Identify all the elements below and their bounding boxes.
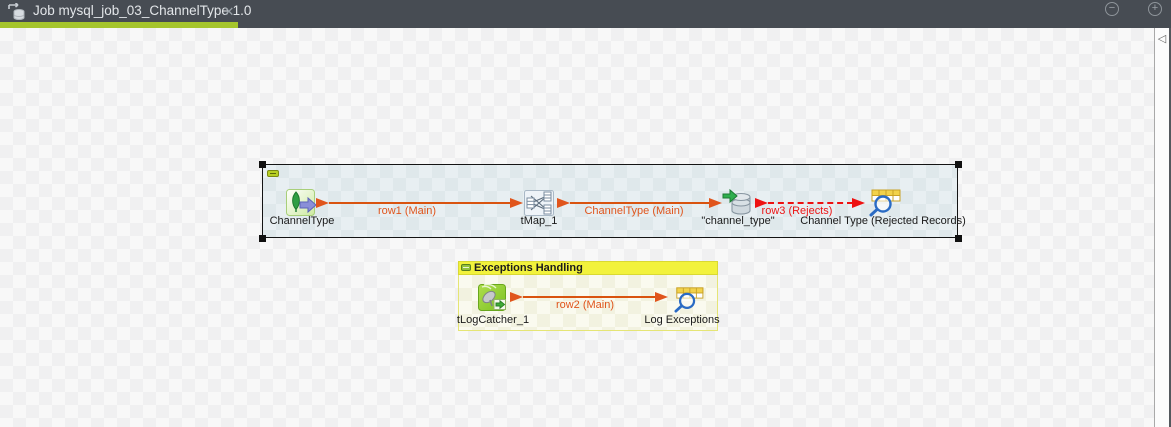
- db-output-icon: [722, 188, 751, 215]
- component-label[interactable]: Log Exceptions: [644, 314, 720, 326]
- component-label[interactable]: Channel Type (Rejected Records): [800, 215, 966, 227]
- window-right-edge: [1169, 28, 1171, 427]
- exceptions-title: Exceptions Handling: [474, 262, 583, 274]
- component-log-exceptions[interactable]: [671, 286, 705, 318]
- active-tab-underline: [0, 22, 238, 28]
- subjob-main-flow[interactable]: [262, 164, 958, 238]
- logrow-icon: [869, 189, 901, 217]
- connection-row2-label[interactable]: row2 (Main): [555, 299, 615, 311]
- connection-arrowhead: [510, 198, 523, 208]
- maximize-view-icon[interactable]: +: [1148, 2, 1162, 16]
- palette-expand-icon[interactable]: ◁: [1157, 33, 1167, 45]
- component-label[interactable]: ChannelType: [269, 215, 335, 227]
- component-channeltype-input[interactable]: [286, 189, 318, 222]
- selection-handle-top-left[interactable]: [259, 161, 266, 168]
- subjob-exceptions-header[interactable]: [458, 261, 718, 275]
- connection-arrowhead: [655, 292, 668, 302]
- component-rejected-records-logrow[interactable]: [866, 188, 902, 222]
- connection-arrow: [510, 292, 523, 302]
- tmap-icon: [524, 190, 554, 216]
- editor-tab-bar: Job mysql_job_03_ChannelType 1.0 ✕ − +: [0, 0, 1171, 28]
- connection-arrow: [316, 198, 329, 208]
- job-icon: [7, 2, 29, 26]
- subjob-collapse-icon[interactable]: [267, 170, 279, 177]
- selection-handle-bottom-left[interactable]: [259, 235, 266, 242]
- tab-title: Job mysql_job_03_ChannelType 1.0: [33, 3, 252, 18]
- component-channel-type-output[interactable]: [722, 188, 754, 222]
- selection-handle-top-right[interactable]: [955, 161, 962, 168]
- logrow-icon: [674, 287, 704, 313]
- connection-channeltype-main-label[interactable]: ChannelType (Main): [584, 205, 684, 217]
- component-tlogcatcher[interactable]: [478, 283, 508, 317]
- connection-arrowhead: [852, 198, 865, 208]
- minimize-view-icon[interactable]: −: [1105, 2, 1119, 16]
- exceptions-collapse-icon[interactable]: [461, 264, 471, 271]
- connection-row1[interactable]: [329, 202, 510, 204]
- connection-channeltype-main[interactable]: [570, 202, 710, 204]
- tab-job-mysql-job-03-channeltype[interactable]: Job mysql_job_03_ChannelType 1.0 ✕: [0, 0, 251, 22]
- connection-row3-rejects-label[interactable]: row3 (Rejects): [761, 205, 833, 217]
- selection-handle-bottom-right[interactable]: [955, 235, 962, 242]
- connection-row1-label[interactable]: row1 (Main): [377, 205, 437, 217]
- logcatcher-icon: [478, 283, 506, 311]
- component-label[interactable]: "channel_type": [701, 215, 775, 227]
- component-tmap[interactable]: [523, 189, 555, 222]
- connection-row3-rejects[interactable]: [768, 202, 853, 204]
- connection-row2[interactable]: [523, 296, 656, 298]
- db-input-icon: [286, 189, 317, 216]
- component-label[interactable]: tMap_1: [520, 215, 558, 227]
- palette-collapsed-strip: [1154, 28, 1169, 427]
- component-label[interactable]: tLogCatcher_1: [456, 314, 530, 326]
- connection-arrow: [755, 198, 768, 208]
- connection-arrow: [557, 198, 570, 208]
- connection-arrowhead: [709, 198, 722, 208]
- tab-close-icon[interactable]: ✕: [223, 4, 235, 19]
